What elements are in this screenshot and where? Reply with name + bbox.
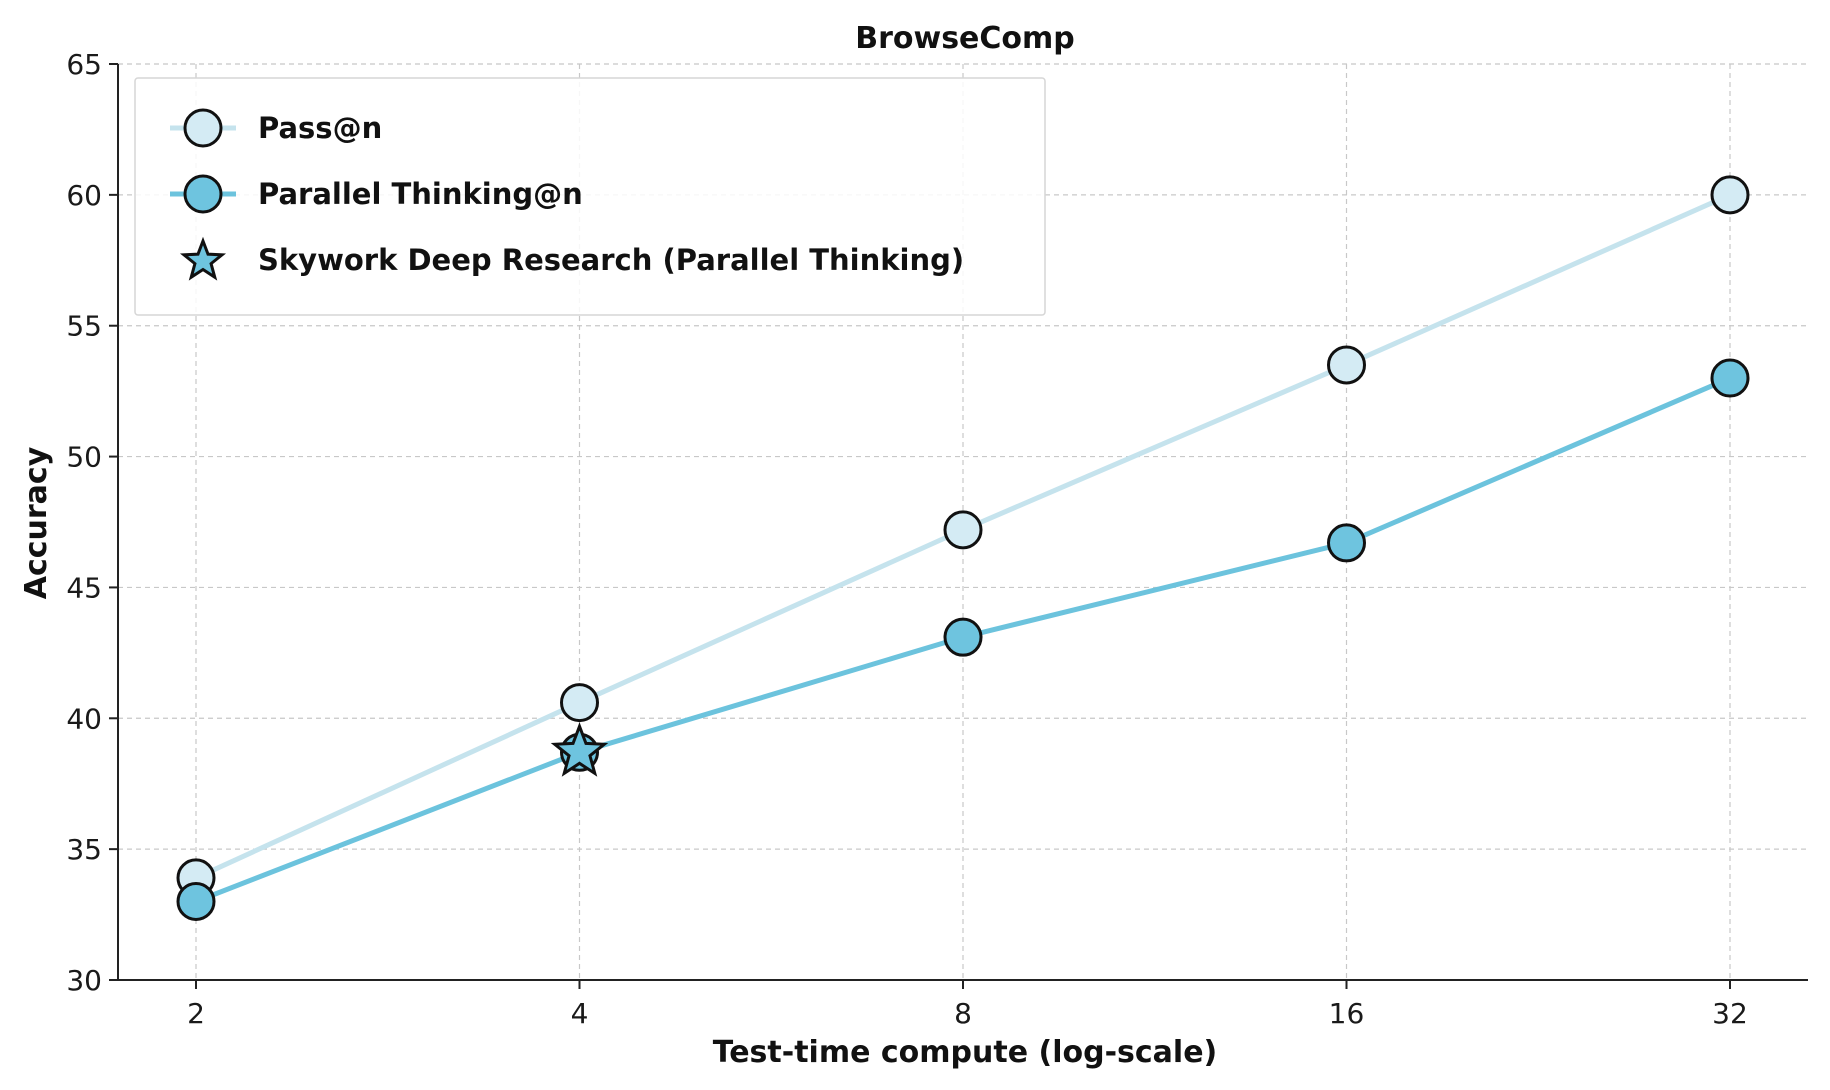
data-point bbox=[1327, 523, 1366, 563]
legend: Pass@n Parallel Thinking@n Skywork Deep Re… bbox=[134, 77, 1046, 316]
y-tick-label: 50 bbox=[66, 441, 102, 474]
x-tick-label: 16 bbox=[1329, 997, 1365, 1030]
legend-label: Pass@n bbox=[258, 111, 382, 145]
x-tick-label: 8 bbox=[954, 997, 972, 1030]
legend-label: Parallel Thinking@n bbox=[258, 177, 583, 211]
legend-marker-swatch bbox=[183, 108, 223, 148]
series-layer bbox=[176, 175, 1750, 921]
x-tick-label: 4 bbox=[571, 997, 589, 1030]
y-tick-label: 30 bbox=[66, 964, 102, 997]
x-tick-label: 2 bbox=[187, 997, 205, 1030]
data-point bbox=[1710, 175, 1750, 215]
legend-box bbox=[134, 77, 1046, 316]
axes-layer: 30 35 40 45 50 55 60 65 2 4 8 16 32 bbox=[66, 48, 1808, 1030]
y-tick-label: 55 bbox=[66, 310, 102, 343]
x-axis-title: Test-time compute (log-scale) bbox=[713, 1035, 1218, 1070]
chart-title: BrowseComp bbox=[855, 21, 1075, 56]
data-point bbox=[176, 881, 216, 921]
legend-star-swatch bbox=[179, 236, 227, 281]
data-point bbox=[943, 510, 983, 550]
legend-label: Skywork Deep Research (Parallel Thinking… bbox=[258, 243, 964, 277]
y-tick-label: 60 bbox=[66, 179, 102, 212]
y-tick-label: 65 bbox=[66, 48, 102, 81]
data-point bbox=[560, 683, 599, 723]
grid-layer bbox=[118, 63, 1808, 980]
y-tick-label: 45 bbox=[66, 571, 102, 604]
x-tick-label: 32 bbox=[1712, 997, 1748, 1030]
star-data-point bbox=[550, 722, 609, 777]
legend-marker-swatch bbox=[183, 174, 223, 214]
data-point bbox=[1327, 345, 1366, 385]
data-point bbox=[1710, 358, 1750, 398]
data-point bbox=[943, 617, 983, 657]
y-tick-label: 35 bbox=[66, 833, 102, 866]
y-tick-label: 40 bbox=[66, 702, 102, 735]
y-axis-title: Accuracy bbox=[19, 446, 54, 599]
